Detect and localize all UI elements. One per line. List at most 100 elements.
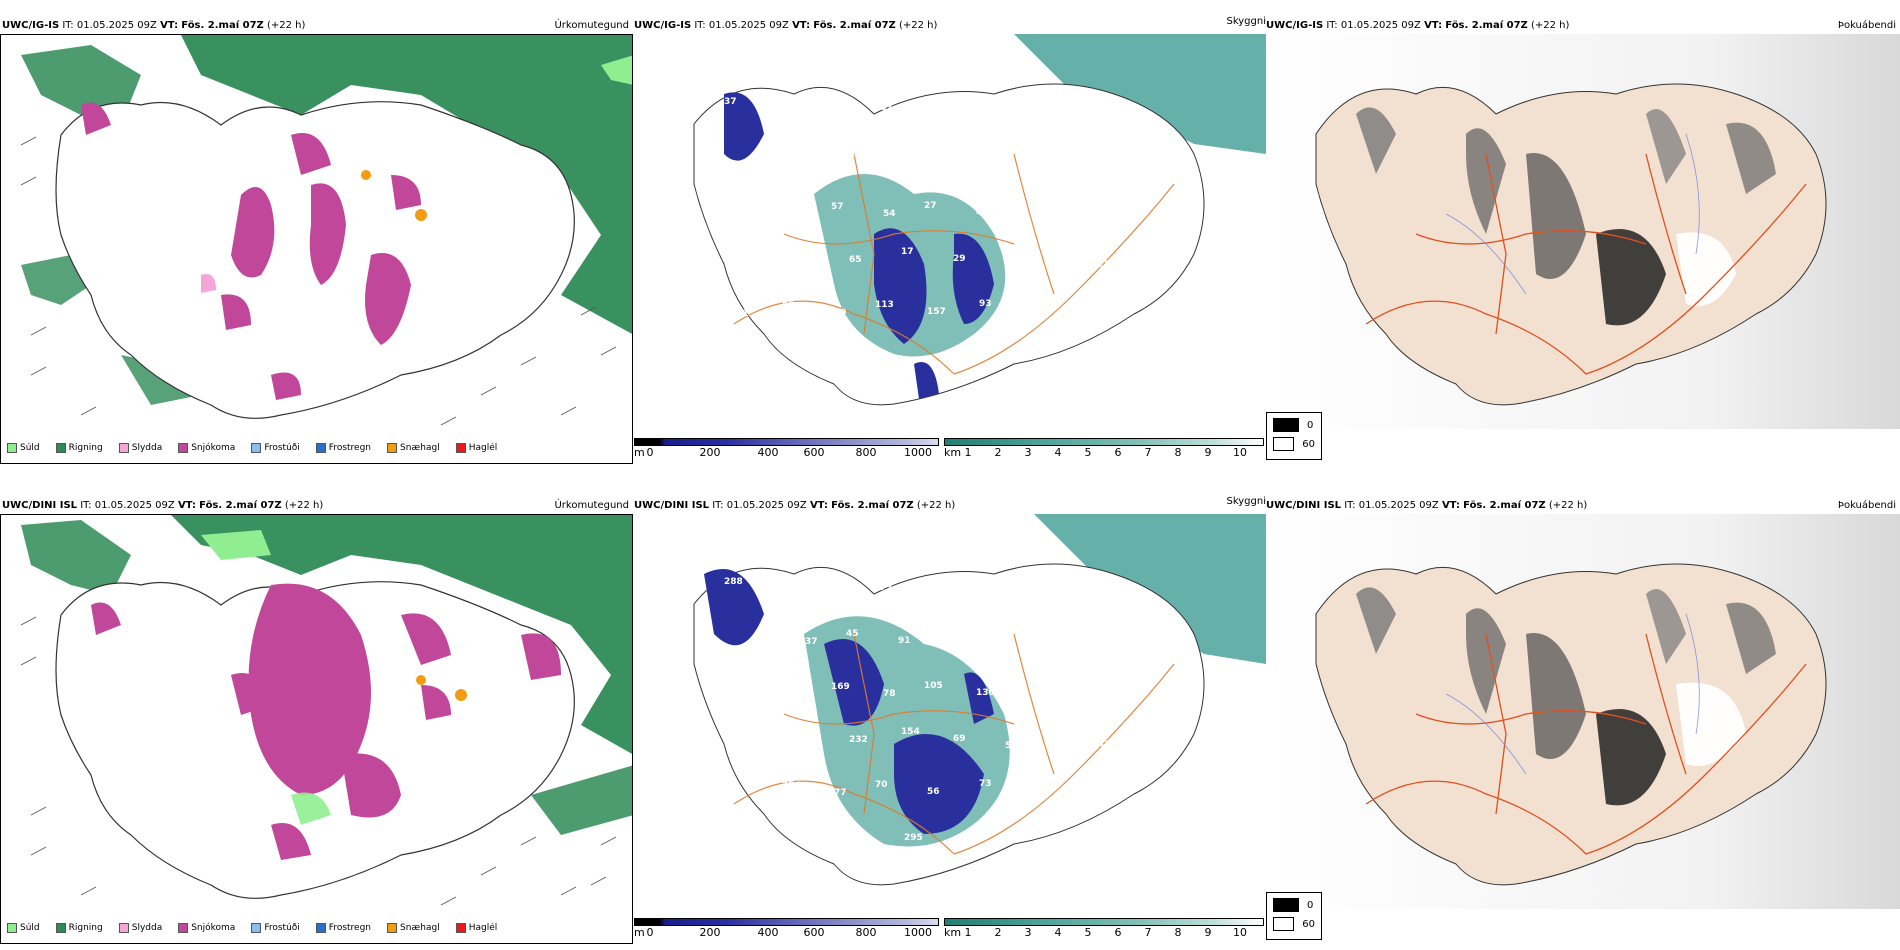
precip-map: Súld Rigning Slydda Snjókoma Frostúði Fr… [0, 34, 633, 464]
legend-label: Frostregn [328, 443, 372, 453]
cloud-base-label: 82 [730, 789, 743, 799]
colorbar-tick: 6 [1114, 926, 1122, 939]
cloud-base-label: 41 [976, 208, 989, 218]
lead-time: (+22 h) [1548, 500, 1588, 511]
cloud-base-label: 63 [880, 103, 893, 113]
fog-legend-row: 0 [1273, 898, 1315, 912]
colorbar-tick: 1000 [904, 446, 932, 459]
precip-map-svg [1, 515, 632, 943]
cloud-base-label: 90 [984, 582, 997, 592]
it-label: IT: [694, 20, 706, 31]
legend-item-snjokoma: Snjókoma [178, 443, 235, 453]
cloud-base-label: 288 [724, 577, 743, 587]
cloud-base-label: 44 [898, 156, 911, 166]
vt-value: Fös. 2.maí 07Z [1445, 20, 1528, 31]
colorbar-tick: 6 [1114, 446, 1122, 459]
legend-item-frostudi: Frostúði [251, 923, 300, 933]
colorbar-distance-unit: km [944, 446, 962, 459]
cloud-base-label: 69 [953, 734, 966, 744]
colorbar-tick: 8 [1174, 926, 1182, 939]
cloud-base-label: 105 [924, 681, 943, 691]
legend-item-frostregn: Frostregn [315, 923, 371, 933]
vt-label: VT: [809, 500, 828, 511]
legend-swatch [387, 923, 398, 933]
legend-label: Súld [20, 923, 40, 933]
colorbar-tick: 2 [994, 926, 1002, 939]
cloud-base-label: 61 [797, 728, 810, 738]
fog-legend-swatch [1273, 437, 1295, 451]
it-value: 01.05.2025 09Z [708, 20, 789, 31]
fog-map [1266, 34, 1900, 429]
it-label: IT: [1326, 20, 1338, 31]
cloud-base-label: 42 [1129, 588, 1142, 598]
colorbar-tick: 9 [1204, 926, 1212, 939]
fog-legend-swatch [1273, 898, 1299, 912]
colorbar-tick: 600 [803, 446, 825, 459]
cloud-base-label: 57 [1124, 785, 1137, 795]
legend-label: Frostúði [264, 923, 300, 933]
fog-legend-label: 0 [1307, 419, 1314, 431]
it-value: 01.05.2025 09Z [726, 500, 807, 511]
legend-item-snaehagl: Snæhagl [387, 923, 440, 933]
colorbar-tick: 7 [1144, 926, 1152, 939]
legend-swatch [455, 443, 466, 453]
colorbar-tick: 10 [1233, 926, 1247, 939]
fog-panel-top: UWC/IG-IS IT: 01.05.2025 09Z VT: Fös. 2.… [1266, 14, 1900, 464]
legend-item-frostregn: Frostregn [315, 443, 372, 453]
panel-name: Úrkomutegund [554, 500, 629, 511]
lead-time: (+22 h) [266, 20, 306, 31]
it-value: 01.05.2025 09Z [1340, 20, 1421, 31]
cloud-base-label: 157 [927, 307, 946, 317]
lead-time: (+22 h) [284, 500, 324, 511]
cloud-base-label: 26 [1129, 108, 1142, 118]
legend-swatch [251, 923, 262, 933]
cloud-base-label: 89 [1147, 641, 1160, 651]
colorbar-tick: 0 [646, 926, 654, 939]
cloud-base-label: 22 [1083, 778, 1096, 788]
colorbar-tick: 800 [855, 446, 877, 459]
legend-label: Rigning [68, 443, 103, 453]
cloud-base-label: 93 [1002, 635, 1015, 645]
legend-swatch [178, 443, 189, 453]
vt-label: VT: [1424, 20, 1443, 31]
cloud-base-label: 292 [1028, 680, 1047, 690]
cloud-base-label: 57 [782, 301, 795, 311]
colorbar-tick: 5 [1084, 446, 1092, 459]
cloud-base-label: 118 [1106, 634, 1125, 644]
cloud-base-label: 57 [831, 202, 844, 212]
cloud-base-label: 44 [727, 203, 740, 213]
cloud-map: 37 52 70 63 80 88 98 11 26 43 42 63 44 52 90 113 105 71 44… [634, 34, 1266, 429]
it-label: IT: [80, 500, 92, 511]
cloud-base-label: 125 [1054, 627, 1073, 637]
cloud-base-label: 33 [1028, 200, 1041, 210]
fog-map-svg [1266, 34, 1900, 429]
colorbar-height-unit: m [634, 446, 645, 459]
cloud-base-label: 77 [756, 256, 769, 266]
colorbar-distance: km 1 2 3 4 5 6 7 8 9 10 [944, 918, 1264, 940]
cloud-base-label: 77 [1132, 199, 1145, 209]
cloud-base-label: 169 [831, 682, 850, 692]
legend-item-snaehagl: Snæhagl [387, 443, 440, 453]
vt-value: Fös. 2.maí 07Z [813, 20, 896, 31]
legend-item-rigning: Rigning [55, 923, 103, 933]
legend-swatch [178, 923, 189, 933]
fog-legend-row: 0 [1273, 418, 1315, 432]
lead-time: (+22 h) [1530, 20, 1570, 31]
cloud-base-label: 154 [901, 727, 920, 737]
legend-label: Haglél [468, 923, 498, 933]
cloud-base-label: 39 [834, 308, 847, 318]
colorbar-height-gradient [634, 438, 939, 446]
cloud-base-label: 295 [904, 833, 923, 843]
vt-value: Fös. 2.maí 07Z [1463, 500, 1546, 511]
cloud-base-label: 47 [800, 354, 813, 364]
cloud-base-label: 27 [748, 347, 761, 357]
model-name: UWC/IG-IS [2, 20, 60, 31]
cloud-base-label: 98 [1025, 109, 1038, 119]
vt-value: Fös. 2.maí 07Z [181, 20, 264, 31]
cloud-base-label: 633 [1080, 687, 1099, 697]
legend-swatch [55, 923, 66, 933]
it-label: IT: [62, 20, 74, 31]
fog-map [1266, 514, 1900, 909]
colorbar-tick: 9 [1204, 446, 1212, 459]
vt-label: VT: [160, 20, 179, 31]
